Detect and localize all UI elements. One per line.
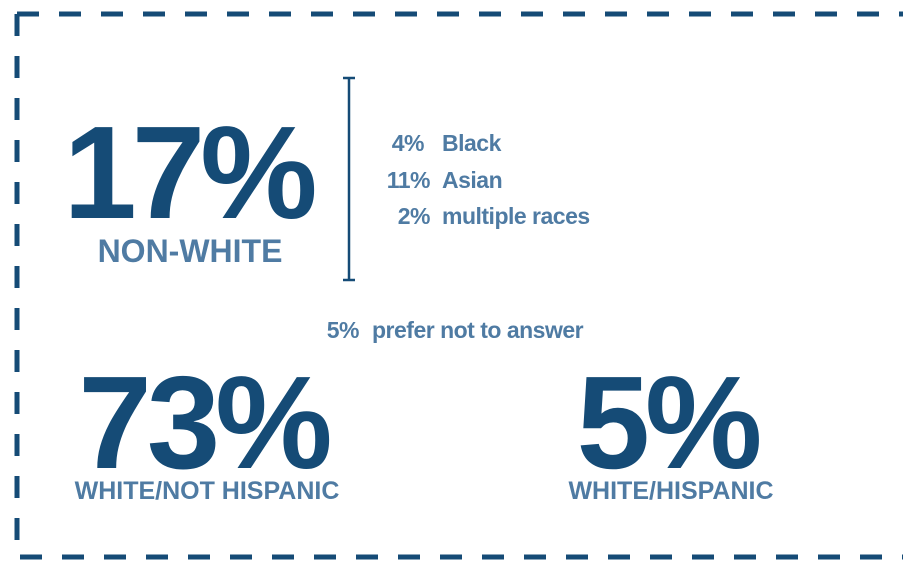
- non-white-label: NON-WHITE: [98, 233, 283, 269]
- white-hispanic-label: WHITE/HISPANIC: [568, 477, 773, 505]
- white-not-hispanic-percent: 73%: [78, 349, 329, 496]
- breakdown-label: multiple races: [442, 203, 590, 229]
- prefer-not-percent: 5%: [327, 317, 359, 343]
- breakdown-label: Black: [442, 130, 502, 156]
- breakdown-percent: 4%: [392, 130, 424, 156]
- breakdown-percent: 2%: [398, 203, 430, 229]
- white-hispanic-percent: 5%: [577, 349, 759, 496]
- bracket: [343, 76, 355, 282]
- non-white-percent: 17%: [63, 99, 314, 246]
- breakdown-percent: 11%: [387, 167, 430, 193]
- white-not-hispanic-label: WHITE/NOT HISPANIC: [75, 477, 340, 505]
- breakdown-label: Asian: [442, 167, 502, 193]
- prefer-not-label: prefer not to answer: [372, 317, 584, 343]
- dashed-border: [14, 11, 903, 560]
